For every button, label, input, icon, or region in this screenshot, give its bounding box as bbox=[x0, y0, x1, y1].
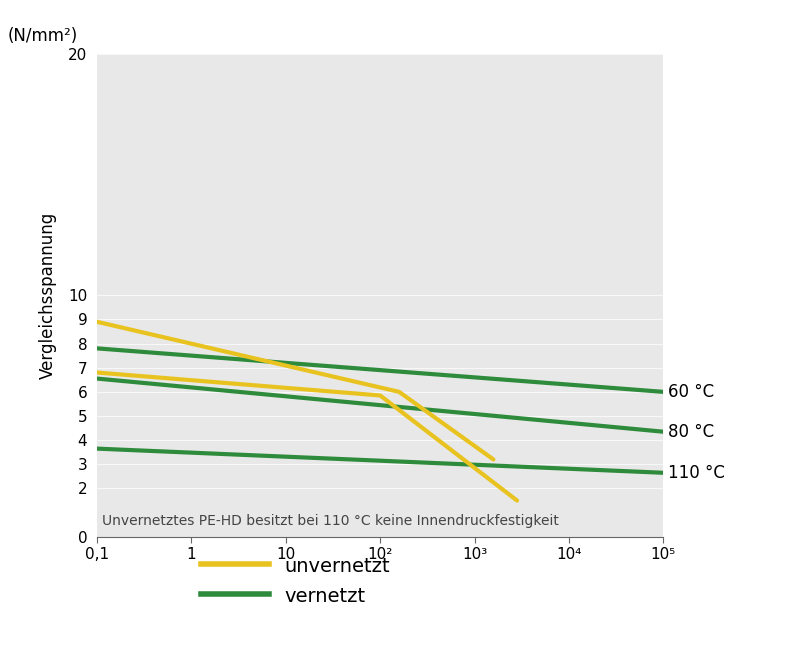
Text: 80 °C: 80 °C bbox=[668, 423, 714, 441]
Text: Unvernetztes PE-HD besitzt bei 110 °C keine Innendruckfestigkeit: Unvernetztes PE-HD besitzt bei 110 °C ke… bbox=[102, 515, 559, 528]
Text: 110 °C: 110 °C bbox=[668, 464, 725, 482]
Text: 60 °C: 60 °C bbox=[668, 383, 714, 401]
Text: (N/mm²): (N/mm²) bbox=[8, 27, 78, 45]
Legend: unvernetzt, vernetzt: unvernetzt, vernetzt bbox=[193, 548, 398, 614]
Y-axis label: Vergleichsspannung: Vergleichsspannung bbox=[39, 211, 57, 379]
